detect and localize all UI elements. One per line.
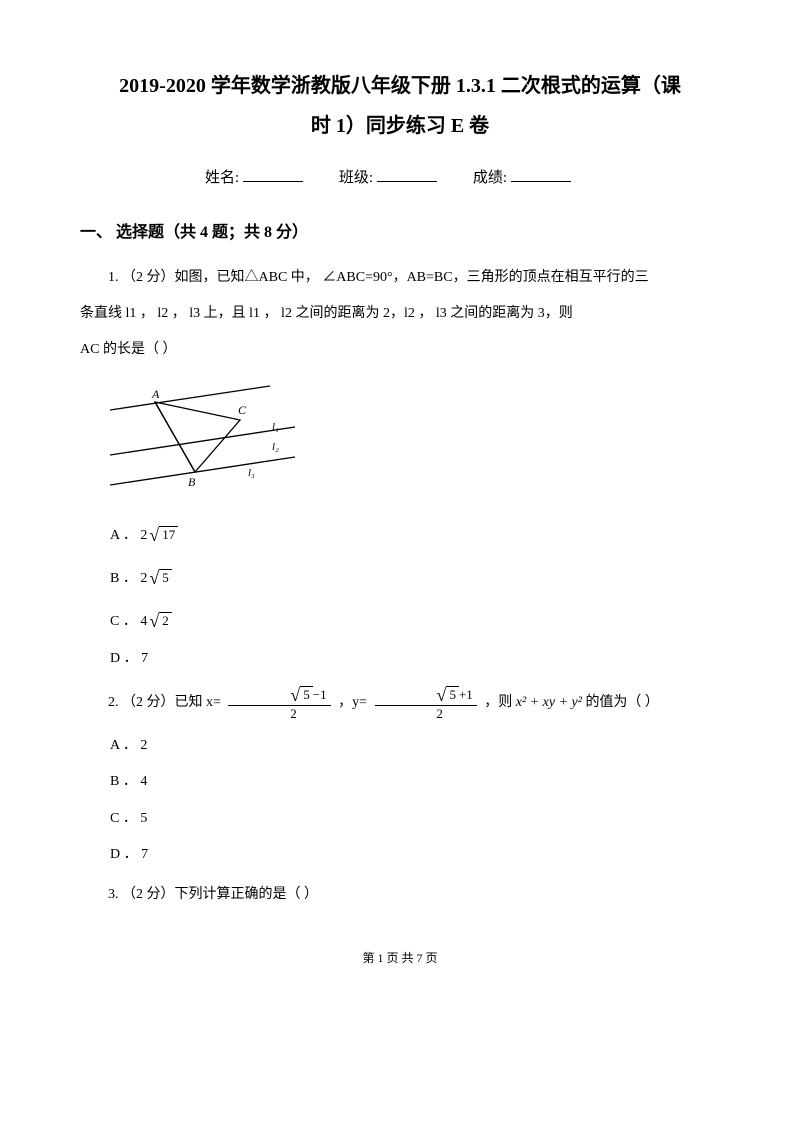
q1-option-c[interactable]: C ． 4√2: [110, 605, 720, 634]
q1-a-prefix: A ．: [110, 528, 137, 543]
info-blanks: 姓名: 班级: 成绩:: [80, 166, 720, 190]
class-blank[interactable]: [377, 167, 437, 182]
q1-diagram: A B C l₁ l₂ l₃: [110, 380, 720, 504]
svg-text:l₁: l₁: [272, 421, 279, 433]
page-footer: 第 1 页 共 7 页: [80, 949, 720, 968]
score-label: 成绩:: [473, 170, 507, 186]
q1-c-coef: 4: [140, 614, 147, 629]
title-line1: 2019-2020 学年数学浙教版八年级下册 1.3.1 二次根式的运算（课: [80, 70, 720, 102]
q1-b-coef: 2: [140, 571, 147, 586]
q2-option-d[interactable]: D ． 7: [110, 844, 720, 866]
q1-d-prefix: D ．: [110, 651, 138, 666]
q1-c-prefix: C ．: [110, 614, 137, 629]
q2-tail: 的值为（ ）: [585, 695, 659, 710]
q1-d-val: 7: [141, 651, 148, 666]
q2-y-frac: √5+1 2: [375, 684, 477, 721]
q2-option-b[interactable]: B ． 4: [110, 771, 720, 793]
name-label: 姓名:: [205, 170, 239, 186]
name-blank[interactable]: [243, 167, 303, 182]
q1-b-radicand: 5: [159, 569, 172, 585]
q1-stem-line1: 1. （2 分）如图，已知△ABC 中， ∠ABC=90°，AB=BC，三角形的…: [80, 264, 720, 292]
q2-x-frac: √5−1 2: [228, 684, 330, 721]
svg-text:B: B: [188, 475, 196, 489]
q2-option-c[interactable]: C ． 5: [110, 808, 720, 830]
q2-mid2: ，则: [484, 695, 516, 710]
svg-text:C: C: [238, 403, 247, 417]
q1-stem-line2: 条直线 l1 ， l2 ， l3 上，且 l1 ， l2 之间的距离为 2，l2…: [80, 300, 720, 328]
class-label: 班级:: [339, 170, 373, 186]
q2-prefix: 2. （2 分）已知 x=: [108, 695, 224, 710]
q2-stem: 2. （2 分）已知 x= √5−1 2 ，y= √5+1 2 ，则 x² + …: [80, 684, 720, 721]
q1-c-radicand: 2: [159, 612, 172, 628]
svg-text:A: A: [151, 387, 160, 401]
q1-option-b[interactable]: B ． 2√5: [110, 562, 720, 591]
score-blank[interactable]: [511, 167, 571, 182]
q2-option-a[interactable]: A ． 2: [110, 735, 720, 757]
q1-stem-line3: AC 的长是（ ）: [80, 336, 720, 364]
svg-text:l₂: l₂: [272, 441, 279, 453]
section1-heading: 一、 选择题（共 4 题；共 8 分）: [80, 220, 720, 246]
title-line2: 时 1）同步练习 E 卷: [80, 110, 720, 142]
q3-stem: 3. （2 分）下列计算正确的是（ ）: [80, 881, 720, 909]
svg-text:l₃: l₃: [248, 467, 255, 479]
q1-b-prefix: B ．: [110, 571, 137, 586]
q1-a-radicand: 17: [159, 526, 178, 542]
q1-a-coef: 2: [140, 528, 147, 543]
q1-option-a[interactable]: A ． 2√17: [110, 519, 720, 548]
q1-option-d[interactable]: D ． 7: [110, 648, 720, 670]
q2-mid1: ，y=: [338, 695, 370, 710]
q2-expr: x² + xy + y²: [516, 695, 582, 710]
